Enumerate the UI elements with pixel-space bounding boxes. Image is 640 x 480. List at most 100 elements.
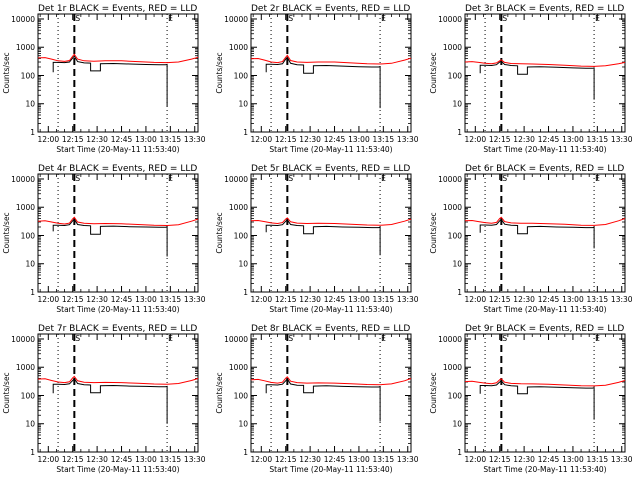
y-tick-label: 1: [30, 288, 35, 297]
vline-marker-label: S: [75, 174, 80, 183]
y-axis-label: Counts/sec: [429, 372, 438, 413]
y-tick-label: 10000: [438, 15, 462, 24]
x-tick-label: 12:30: [299, 455, 321, 464]
x-tick-label: 12:15: [275, 135, 297, 144]
y-tick-label: 100: [448, 71, 463, 80]
y-tick-label: 1000: [229, 203, 248, 212]
y-tick-label: 10000: [438, 335, 462, 344]
x-axis-label: Start Time (20-May-11 11:53:40): [483, 465, 606, 474]
plot-frame: [464, 173, 626, 293]
x-tick-label: 13:15: [373, 135, 395, 144]
series-lld-line: [250, 217, 412, 226]
vline-marker-label: S: [288, 174, 293, 183]
x-tick-label: 13:15: [587, 135, 609, 144]
series-lld-line: [250, 54, 412, 65]
x-tick-label: 12:30: [513, 295, 535, 304]
series-events-line: [265, 56, 381, 109]
y-tick-label: 10000: [224, 175, 248, 184]
y-tick-label: 1: [30, 448, 35, 457]
y-tick-label: 10: [452, 260, 462, 269]
y-axis-label: Counts/sec: [429, 212, 438, 253]
plot-frame: [250, 333, 412, 453]
vline-marker-label: S: [75, 14, 80, 23]
panel-title: Det 6r BLACK = Events, RED = LLD: [465, 164, 624, 174]
panel-title: Det 9r BLACK = Events, RED = LLD: [465, 324, 624, 334]
y-axis-label: Counts/sec: [2, 372, 11, 413]
x-tick-label: 12:30: [513, 455, 535, 464]
vline-marker-label: E: [595, 14, 600, 23]
y-tick-label: 1: [457, 448, 462, 457]
y-tick-label: 10000: [224, 335, 248, 344]
y-tick-label: 10000: [11, 15, 35, 24]
x-tick-label: 12:15: [275, 455, 297, 464]
series-events-line: [479, 218, 595, 249]
series-lld-line: [250, 376, 412, 386]
y-tick-label: 100: [21, 231, 36, 240]
y-tick-label: 100: [234, 231, 249, 240]
panel-det-7r: 1 10 100 1000 10000 12:00 12:15 12:30 12:45 13:00…: [2, 324, 206, 474]
vline-marker-label: S: [288, 334, 293, 343]
vline-marker-label: S: [502, 14, 507, 23]
x-tick-label: 12:45: [538, 135, 560, 144]
y-tick-label: 10: [238, 100, 248, 109]
y-tick-label: 10: [238, 420, 248, 429]
x-tick-label: 13:15: [160, 455, 182, 464]
x-tick-label: 12:30: [299, 135, 321, 144]
y-tick-label: 1: [457, 128, 462, 137]
x-tick-label: 13:30: [397, 455, 419, 464]
vline-marker-label: E: [381, 14, 386, 23]
y-axis-label: Counts/sec: [2, 52, 11, 93]
panel-title: Det 7r BLACK = Events, RED = LLD: [38, 324, 197, 334]
panel-det-9r: 1 10 100 1000 10000 12:00 12:15 12:30 12:45 13:00…: [429, 324, 633, 474]
y-tick-label: 10: [452, 420, 462, 429]
panel-det-8r: 1 10 100 1000 10000 12:00 12:15 12:30 12:45 13:00…: [215, 324, 419, 474]
x-tick-label: 13:15: [160, 295, 182, 304]
panel-det-3r: 1 10 100 1000 10000 12:00 12:15 12:30 12:45 13:00…: [429, 4, 633, 154]
x-tick-label: 13:30: [397, 295, 419, 304]
y-tick-label: 1000: [443, 43, 462, 52]
panel-title: Det 1r BLACK = Events, RED = LLD: [38, 4, 197, 14]
series-lld-line: [464, 59, 626, 67]
y-tick-label: 10: [25, 420, 35, 429]
y-tick-label: 1000: [443, 363, 462, 372]
x-axis-label: Start Time (20-May-11 11:53:40): [56, 305, 179, 314]
panel-det-1r: 1 10 100 1000 10000 12:00 12:15 12:30 12:45 13:00…: [2, 4, 206, 154]
y-tick-label: 10: [452, 100, 462, 109]
y-axis-label: Counts/sec: [429, 52, 438, 93]
x-tick-label: 13:30: [184, 135, 206, 144]
x-tick-label: 13:15: [373, 295, 395, 304]
vline-marker-label: S: [502, 174, 507, 183]
series-lld-line: [37, 53, 199, 64]
x-tick-label: 13:00: [348, 455, 370, 464]
series-events-line: [265, 219, 381, 256]
x-tick-label: 12:00: [37, 295, 59, 304]
x-tick-label: 12:00: [464, 135, 486, 144]
x-tick-label: 12:15: [275, 295, 297, 304]
x-tick-label: 13:30: [611, 295, 633, 304]
y-tick-label: 10000: [224, 15, 248, 24]
vline-marker-label: S: [75, 334, 80, 343]
x-tick-label: 12:15: [489, 455, 511, 464]
vline-marker-label: E: [381, 334, 386, 343]
y-tick-label: 100: [234, 391, 249, 400]
series-events-line: [52, 55, 168, 107]
x-tick-label: 12:30: [86, 455, 108, 464]
x-axis-label: Start Time (20-May-11 11:53:40): [483, 305, 606, 314]
x-axis-label: Start Time (20-May-11 11:53:40): [269, 465, 392, 474]
x-tick-label: 12:45: [111, 455, 133, 464]
series-events-line: [52, 218, 168, 257]
x-tick-label: 12:45: [538, 295, 560, 304]
x-tick-label: 13:15: [373, 455, 395, 464]
x-tick-label: 13:00: [348, 295, 370, 304]
x-tick-label: 12:00: [464, 295, 486, 304]
x-tick-label: 13:00: [135, 455, 157, 464]
y-axis-label: Counts/sec: [2, 212, 11, 253]
series-lld-line: [37, 216, 199, 227]
x-tick-label: 12:45: [324, 295, 346, 304]
y-tick-label: 1000: [229, 43, 248, 52]
x-tick-label: 13:15: [587, 295, 609, 304]
vline-marker-label: E: [168, 174, 173, 183]
plot-frame: [464, 13, 626, 133]
series-events-line: [479, 380, 595, 420]
